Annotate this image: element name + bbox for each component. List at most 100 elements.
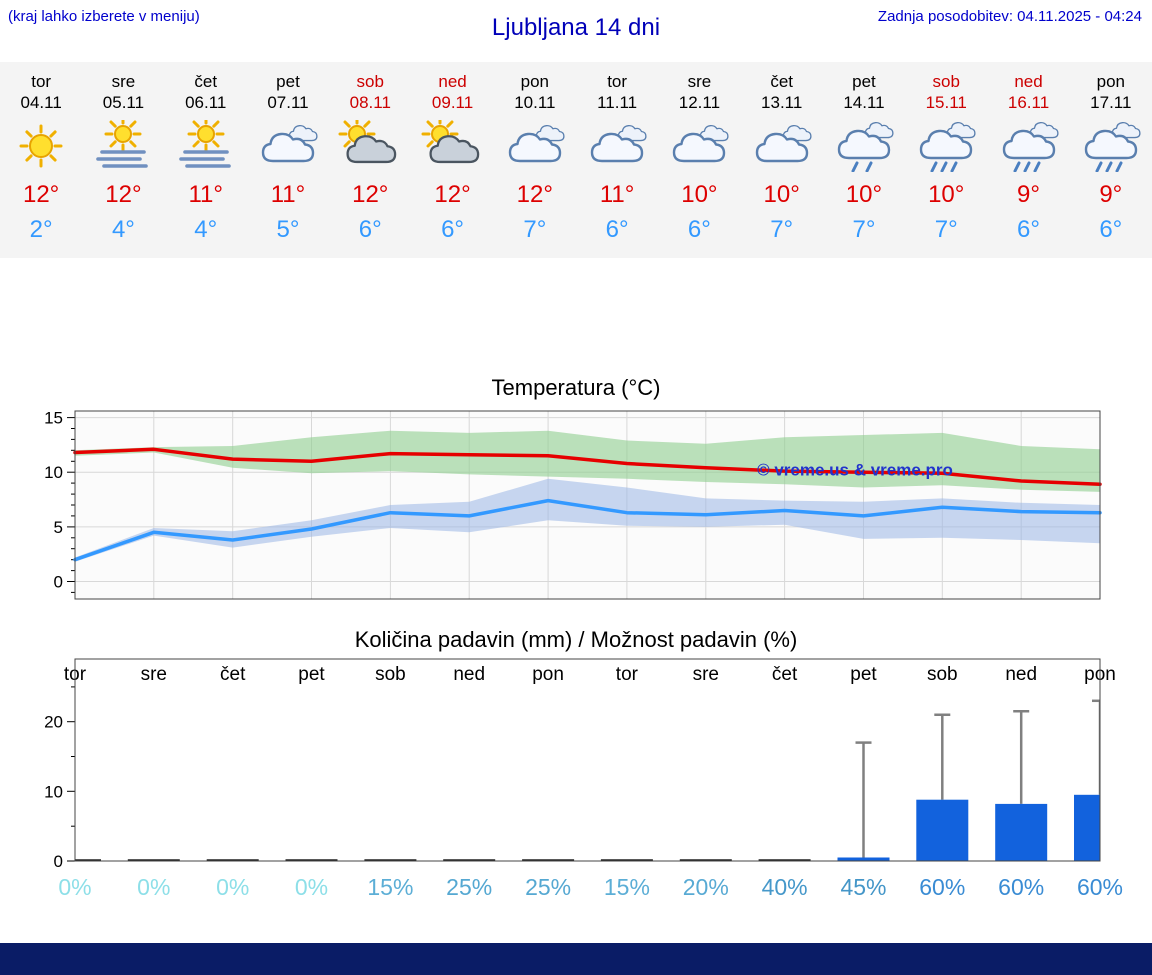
svg-text:sob: sob <box>375 664 406 685</box>
svg-text:© vreme.us & vreme.pro: © vreme.us & vreme.pro <box>757 461 953 480</box>
sun-cloud-icon <box>329 120 411 172</box>
sun-icon <box>0 120 82 172</box>
svg-text:čet: čet <box>220 664 246 685</box>
high-temp: 10° <box>763 181 800 208</box>
low-temp: 4° <box>111 216 135 243</box>
svg-text:10: 10 <box>44 463 63 482</box>
day-date: 09.11 <box>431 93 474 112</box>
low-temp: 6° <box>358 216 382 243</box>
day-name: sre <box>687 72 712 91</box>
forecast-day-12.11[interactable]: sre 12.11 10° 6° <box>658 72 740 244</box>
high-temp: 12° <box>516 181 553 208</box>
forecast-strip: tor 04.11 12° 2° sre 05.11 12° 4° čet 06.11 11° 4° p… <box>0 62 1152 258</box>
svg-text:60%: 60% <box>998 874 1044 900</box>
svg-text:pet: pet <box>298 664 325 685</box>
svg-text:20%: 20% <box>683 874 729 900</box>
high-temp: 10° <box>928 181 965 208</box>
high-temp: 9° <box>1099 181 1123 208</box>
rain-icon <box>987 120 1069 172</box>
forecast-day-05.11[interactable]: sre 05.11 12° 4° <box>82 72 164 244</box>
forecast-day-13.11[interactable]: čet 13.11 10° 7° <box>741 72 823 244</box>
high-temp: 11° <box>599 181 635 208</box>
header: (kraj lahko izberete v meniju) Ljubljana… <box>0 0 1152 62</box>
low-temp: 7° <box>934 216 958 243</box>
svg-text:5: 5 <box>54 518 63 537</box>
svg-text:pon: pon <box>532 664 564 685</box>
day-date: 11.11 <box>597 93 638 112</box>
svg-text:40%: 40% <box>762 874 808 900</box>
low-temp: 6° <box>441 216 465 243</box>
svg-text:10: 10 <box>44 782 63 801</box>
last-update: Zadnja posodobitev: 04.11.2025 - 04:24 <box>877 8 1142 25</box>
day-name: ned <box>438 72 467 91</box>
forecast-day-14.11[interactable]: pet 14.11 10° 7° <box>823 72 905 244</box>
precipitation-chart-block: Količina padavin (mm) / Možnost padavin … <box>0 627 1152 903</box>
day-name: pon <box>520 72 550 91</box>
low-temp: 7° <box>852 216 876 243</box>
svg-text:0%: 0% <box>216 874 249 900</box>
forecast-day-08.11[interactable]: sob 08.11 12° 6° <box>329 72 411 244</box>
high-temp: 12° <box>105 181 142 208</box>
forecast-day-10.11[interactable]: pon 10.11 12° 7° <box>494 72 576 244</box>
low-temp: 6° <box>605 216 629 243</box>
low-temp: 7° <box>523 216 547 243</box>
svg-text:0%: 0% <box>295 874 328 900</box>
high-temp: 10° <box>681 181 718 208</box>
day-date: 16.11 <box>1007 93 1050 112</box>
forecast-day-04.11[interactable]: tor 04.11 12° 2° <box>0 72 82 244</box>
low-temp: 5° <box>276 216 300 243</box>
day-date: 04.11 <box>20 93 62 112</box>
forecast-day-16.11[interactable]: ned 16.11 9° 6° <box>987 72 1069 244</box>
high-temp: 9° <box>1017 181 1040 208</box>
svg-text:60%: 60% <box>919 874 965 900</box>
svg-text:tor: tor <box>616 664 639 685</box>
day-name: pet <box>276 72 300 91</box>
svg-text:60%: 60% <box>1077 874 1123 900</box>
svg-text:15%: 15% <box>367 874 413 900</box>
cloud-icon <box>494 120 576 172</box>
day-date: 08.11 <box>349 93 391 112</box>
day-name: sob <box>356 72 384 91</box>
forecast-day-17.11[interactable]: pon 17.11 9° 6° <box>1070 72 1152 244</box>
high-temp: 11° <box>270 181 306 208</box>
forecast-day-06.11[interactable]: čet 06.11 11° 4° <box>165 72 247 244</box>
day-date: 15.11 <box>925 93 967 112</box>
rain-light-icon <box>823 120 905 172</box>
cloud-icon <box>741 120 823 172</box>
svg-text:0: 0 <box>54 573 63 592</box>
page-title: Ljubljana 14 dni <box>491 14 661 41</box>
forecast-day-15.11[interactable]: sob 15.11 10° 7° <box>905 72 987 244</box>
day-name: pet <box>852 72 876 91</box>
day-name: čet <box>770 72 794 91</box>
day-name: tor <box>607 72 628 91</box>
low-temp: 6° <box>1017 216 1040 243</box>
svg-text:sre: sre <box>693 664 719 685</box>
temperature-chart-block: Temperatura (°C) 0 5 10 15 © vreme.us & vrem… <box>0 375 1152 607</box>
svg-text:25%: 25% <box>525 874 571 900</box>
svg-text:čet: čet <box>772 664 798 685</box>
svg-text:0%: 0% <box>58 874 91 900</box>
day-date: 05.11 <box>102 93 145 112</box>
low-temp: 4° <box>194 216 218 243</box>
high-temp: 12° <box>22 181 60 208</box>
svg-text:15%: 15% <box>604 874 650 900</box>
day-name: pon <box>1096 72 1125 91</box>
cloud-icon <box>247 120 329 172</box>
sun-fog-icon <box>82 120 164 172</box>
low-temp: 2° <box>29 216 53 243</box>
rain-icon <box>1070 120 1152 172</box>
temperature-chart-title: Temperatura (°C) <box>491 375 661 400</box>
day-date: 07.11 <box>267 93 309 112</box>
forecast-day-11.11[interactable]: tor 11.11 11° 6° <box>576 72 658 244</box>
day-name: sre <box>111 72 136 91</box>
svg-text:ned: ned <box>1005 664 1037 685</box>
sun-fog-icon <box>165 120 247 172</box>
menu-hint: (kraj lahko izberete v meniju) <box>8 8 200 25</box>
forecast-day-07.11[interactable]: pet 07.11 11° 5° <box>247 72 329 244</box>
svg-text:0: 0 <box>54 852 63 871</box>
day-name: ned <box>1014 72 1043 91</box>
day-date: 17.11 <box>1090 93 1132 112</box>
forecast-day-09.11[interactable]: ned 09.11 12° 6° <box>411 72 493 244</box>
low-temp: 6° <box>687 216 711 243</box>
